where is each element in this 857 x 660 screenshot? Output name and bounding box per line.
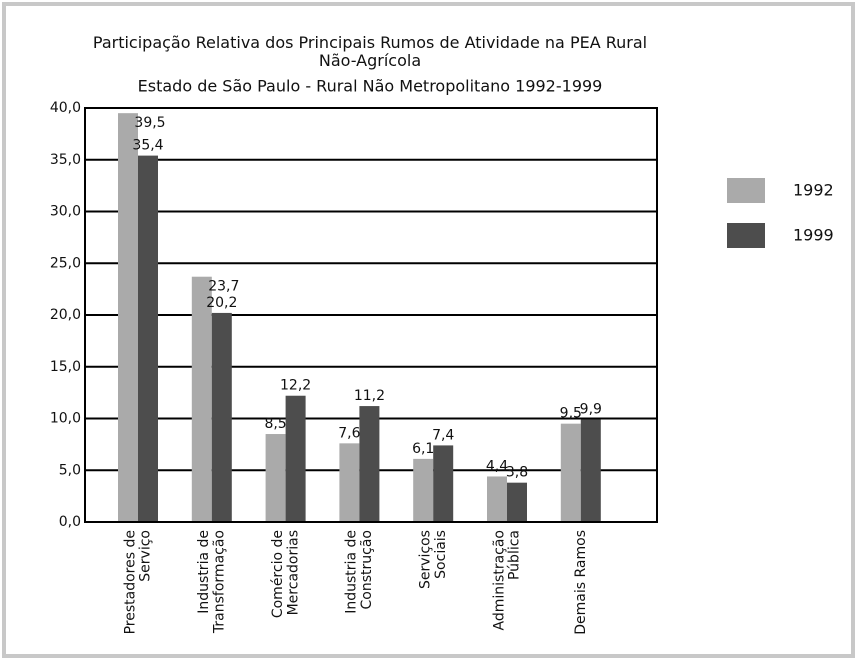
bar xyxy=(560,423,581,522)
y-tick-label: 0,0 xyxy=(59,514,81,530)
bar xyxy=(580,419,601,522)
y-tick-label: 35,0 xyxy=(50,152,81,168)
x-tick-label: Industria deTransformação xyxy=(196,530,227,634)
data-label: 7,4 xyxy=(432,427,454,443)
x-tick-label: Industria deConstrução xyxy=(344,530,375,614)
bar xyxy=(413,458,434,522)
data-label: 23,7 xyxy=(208,279,239,295)
data-label: 3,8 xyxy=(506,465,528,481)
bar xyxy=(191,276,212,522)
chart-subtitle: Estado de São Paulo - Rural Não Metropol… xyxy=(138,77,603,96)
x-tick-label: ServiçosSociais xyxy=(418,530,449,589)
data-label: 6,1 xyxy=(412,441,434,457)
bar xyxy=(433,445,454,522)
bar xyxy=(359,406,380,522)
bar xyxy=(211,312,232,522)
data-label: 12,2 xyxy=(280,378,311,394)
legend-swatch xyxy=(727,178,765,203)
y-tick-label: 15,0 xyxy=(50,359,81,375)
y-tick-label: 40,0 xyxy=(50,100,81,116)
bar xyxy=(507,482,527,522)
bar xyxy=(339,443,360,522)
y-tick-label: 25,0 xyxy=(50,255,81,271)
y-tick-label: 10,0 xyxy=(50,411,81,427)
plot-frame xyxy=(84,107,658,523)
x-tick-label: Prestadores deServiço xyxy=(122,530,153,634)
data-label: 7,6 xyxy=(338,425,360,441)
bar xyxy=(487,476,507,522)
bar xyxy=(118,113,138,523)
legend-swatch xyxy=(727,223,765,248)
x-tick-label: Comércio deMercadorias xyxy=(270,530,301,618)
y-tick-label: 5,0 xyxy=(59,462,81,478)
data-label: 35,4 xyxy=(132,138,163,154)
legend-label: 1992 xyxy=(793,181,834,200)
x-tick-label: Demais Ramos xyxy=(573,530,589,635)
legend-label: 1999 xyxy=(793,226,834,245)
y-tick-label: 20,0 xyxy=(50,307,81,323)
y-tick-label: 30,0 xyxy=(50,204,81,220)
data-label: 4,4 xyxy=(486,458,508,474)
data-label: 20,2 xyxy=(206,295,237,311)
data-label: 8,5 xyxy=(264,416,286,432)
bar xyxy=(265,434,286,522)
data-label: 9,9 xyxy=(580,402,602,418)
data-label: 9,5 xyxy=(560,406,582,422)
data-label: 39,5 xyxy=(134,115,165,131)
data-label: 11,2 xyxy=(354,388,385,404)
bar xyxy=(285,395,306,522)
x-tick-label: AdministraçãoPública xyxy=(491,530,522,630)
bar xyxy=(138,155,158,523)
chart-title: Participação Relativa dos Principais Rum… xyxy=(93,33,647,70)
